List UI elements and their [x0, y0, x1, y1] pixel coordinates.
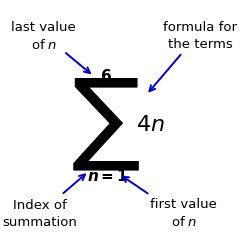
Text: $4n$: $4n$: [136, 115, 164, 135]
Text: formula for
the terms: formula for the terms: [163, 21, 237, 51]
Text: $\boldsymbol{n=1}$: $\boldsymbol{n=1}$: [87, 168, 128, 184]
Text: Index of
summation: Index of summation: [2, 199, 78, 229]
Text: first value
of $n$: first value of $n$: [150, 198, 217, 230]
Text: $\mathbf{6}$: $\mathbf{6}$: [100, 68, 112, 84]
Text: $\sum$: $\sum$: [70, 77, 140, 173]
Text: last value
of $n$: last value of $n$: [12, 20, 76, 52]
